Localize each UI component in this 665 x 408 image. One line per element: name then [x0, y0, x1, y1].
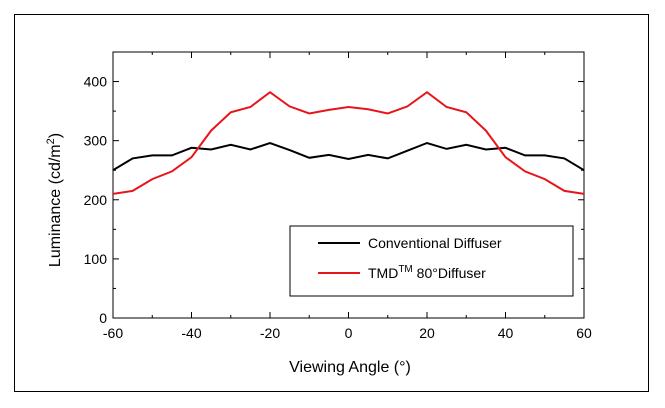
- x-tick-label: 60: [576, 325, 592, 341]
- legend-label-tmd: TMDTM 80°Diffuser: [368, 264, 486, 281]
- y-tick-label: 200: [84, 192, 108, 208]
- y-axis-title: Luminance (cd/m2): [45, 133, 64, 267]
- legend-label-conventional: Conventional Diffuser: [368, 235, 502, 251]
- x-tick-label: -40: [181, 325, 201, 341]
- x-axis-title: Viewing Angle (°): [289, 359, 411, 376]
- chart-frame: [14, 14, 649, 392]
- y-tick-label: 300: [84, 133, 108, 149]
- x-tick-label: 0: [345, 325, 353, 341]
- series-layer: [112, 90, 585, 195]
- x-tick-label: 20: [419, 325, 435, 341]
- series-line-tmd: [112, 90, 585, 195]
- x-tick-label: -20: [260, 325, 280, 341]
- axis-ticks: -60 -40 -20 0 20 40 60 0 100 200 300 400: [84, 51, 592, 341]
- y-tick-label: 0: [99, 310, 107, 326]
- y-tick-label: 400: [84, 74, 108, 90]
- x-tick-label: -60: [103, 325, 123, 341]
- legend-box: [289, 225, 574, 297]
- legend: Conventional Diffuser TMDTM 80°Diffuser: [289, 225, 574, 297]
- series-line-conventional: [112, 141, 585, 172]
- x-tick-label: 40: [498, 325, 514, 341]
- y-tick-label: 100: [84, 251, 108, 267]
